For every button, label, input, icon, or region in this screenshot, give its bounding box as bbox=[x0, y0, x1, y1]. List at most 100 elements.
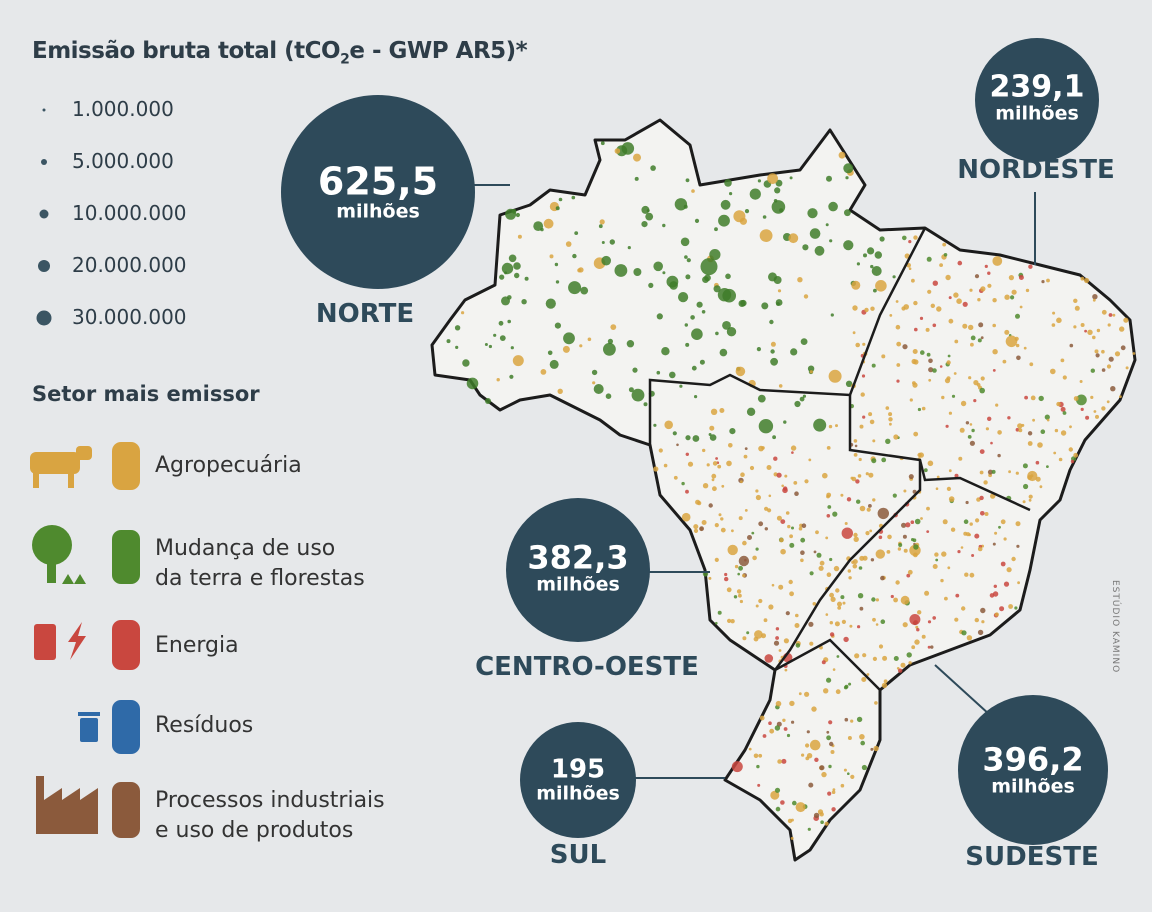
municipality-dot bbox=[948, 296, 952, 300]
municipality-dot bbox=[508, 254, 517, 263]
municipality-dot bbox=[873, 745, 879, 752]
municipality-dot bbox=[860, 740, 865, 746]
municipality-dot bbox=[1054, 428, 1059, 433]
municipality-dot bbox=[709, 249, 721, 261]
municipality-dot bbox=[724, 576, 729, 582]
municipality-dot bbox=[1101, 406, 1106, 411]
municipality-dot bbox=[1123, 317, 1129, 323]
municipality-dot bbox=[691, 328, 703, 341]
municipality-dot bbox=[713, 285, 721, 293]
municipality-dot bbox=[868, 412, 873, 417]
municipality-dot bbox=[766, 465, 772, 470]
municipality-dot bbox=[753, 753, 759, 759]
municipality-dot bbox=[857, 593, 864, 599]
municipality-dot bbox=[967, 435, 972, 439]
municipality-dot bbox=[768, 494, 772, 498]
sector-label: Processos industriais e uso de produtos bbox=[155, 786, 385, 846]
municipality-dot bbox=[554, 322, 562, 329]
municipality-dot bbox=[852, 563, 858, 569]
municipality-dot bbox=[993, 584, 997, 588]
municipality-dot bbox=[722, 321, 731, 330]
municipality-dot bbox=[849, 624, 853, 628]
municipality-dot bbox=[656, 370, 661, 375]
municipality-dot bbox=[787, 524, 791, 529]
municipality-dot bbox=[856, 262, 861, 266]
municipality-dot bbox=[661, 347, 670, 356]
municipality-dot bbox=[605, 393, 612, 400]
municipality-dot bbox=[961, 606, 966, 611]
municipality-dot bbox=[963, 519, 969, 524]
municipality-dot bbox=[779, 537, 784, 543]
municipality-dot bbox=[752, 555, 757, 561]
municipality-dot bbox=[814, 245, 825, 256]
municipality-dot bbox=[842, 601, 846, 605]
municipality-dot bbox=[838, 151, 846, 159]
municipality-dot bbox=[856, 499, 861, 504]
municipality-dot bbox=[870, 558, 875, 562]
region-circles bbox=[281, 38, 1108, 845]
municipality-dot bbox=[775, 179, 783, 187]
municipality-dot bbox=[813, 812, 820, 819]
municipality-dot bbox=[738, 555, 750, 567]
municipality-dot bbox=[700, 258, 718, 276]
region-circle bbox=[281, 95, 475, 289]
municipality-dot bbox=[609, 239, 615, 245]
municipality-dot bbox=[861, 677, 867, 682]
municipality-dot bbox=[875, 549, 885, 559]
region-circle bbox=[975, 38, 1099, 162]
region-name: NORDESTE bbox=[957, 155, 1115, 185]
region-circle bbox=[958, 695, 1108, 845]
municipality-dot bbox=[995, 403, 999, 407]
sector-swatch bbox=[112, 620, 140, 670]
municipality-dot bbox=[790, 445, 797, 451]
size-dot bbox=[41, 159, 47, 165]
municipality-dot bbox=[733, 595, 738, 599]
municipality-dot bbox=[828, 201, 838, 212]
municipality-dot bbox=[823, 688, 829, 694]
region-circle bbox=[520, 722, 636, 838]
municipality-dot bbox=[853, 453, 858, 457]
municipality-dot bbox=[1056, 401, 1061, 407]
municipality-dot bbox=[785, 611, 790, 616]
municipality-dot bbox=[948, 411, 953, 415]
municipality-dot bbox=[545, 298, 556, 309]
municipality-dot bbox=[908, 267, 912, 271]
municipality-dot bbox=[987, 416, 992, 421]
municipality-dot bbox=[1039, 485, 1043, 489]
municipality-dot bbox=[841, 527, 853, 539]
municipality-dot bbox=[992, 591, 999, 597]
municipality-dot bbox=[927, 645, 931, 649]
municipality-dot bbox=[1114, 351, 1121, 357]
municipality-dot bbox=[740, 480, 743, 484]
municipality-dot bbox=[1094, 349, 1099, 354]
municipality-dot bbox=[499, 274, 505, 280]
municipality-dot bbox=[997, 453, 1001, 458]
municipality-dot bbox=[754, 630, 763, 639]
municipality-dot bbox=[547, 350, 553, 356]
municipality-dot bbox=[896, 379, 900, 383]
municipality-dot bbox=[855, 342, 860, 348]
size-dot bbox=[39, 209, 49, 219]
municipality-dot bbox=[555, 280, 560, 284]
municipality-dot bbox=[912, 349, 918, 354]
municipality-dot bbox=[882, 655, 888, 661]
municipality-dot bbox=[932, 280, 938, 286]
municipality-dot bbox=[738, 593, 742, 598]
municipality-dot bbox=[697, 501, 702, 506]
municipality-dot bbox=[645, 212, 654, 221]
municipality-dot bbox=[711, 473, 717, 479]
municipality-dot bbox=[868, 504, 872, 508]
municipality-dot bbox=[641, 221, 648, 228]
municipality-dot bbox=[875, 623, 879, 626]
municipality-dot bbox=[800, 338, 808, 345]
municipality-dot bbox=[775, 700, 782, 707]
size-label: 20.000.000 bbox=[72, 253, 187, 277]
municipality-dot bbox=[669, 281, 678, 290]
municipality-dot bbox=[702, 483, 709, 489]
municipality-dot bbox=[736, 589, 742, 594]
municipality-dot bbox=[901, 522, 907, 528]
municipality-dot bbox=[799, 396, 805, 402]
municipality-dot bbox=[685, 178, 690, 183]
region-unit: milhões bbox=[536, 573, 620, 596]
municipality-dot bbox=[902, 235, 907, 241]
